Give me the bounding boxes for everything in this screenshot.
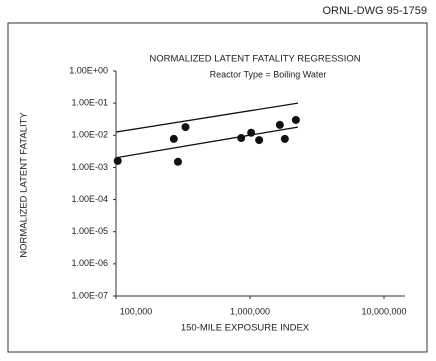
x-axis-label: 150-MILE EXPOSURE INDEX (181, 323, 310, 334)
x-tick-label: 1,000,000 (230, 306, 270, 316)
data-point (247, 128, 256, 137)
y-axis-label: NORMALIZED LATENT FATALITY (19, 112, 30, 258)
drawing-number: ORNL-DWG 95-1759 (322, 5, 427, 17)
chart-title: NORMALIZED LATENT FATALITY REGRESSION (149, 54, 360, 65)
data-point (291, 115, 300, 124)
y-tick-label: 1.00E-06 (71, 258, 108, 268)
x-tick-label: 100,000 (120, 306, 153, 316)
frame (7, 22, 428, 353)
y-tick-label: 1.00E-03 (71, 162, 108, 172)
y-tick-label: 1.00E-02 (71, 130, 108, 140)
y-tick-label: 1.00E-04 (71, 194, 108, 204)
data-point (255, 136, 264, 145)
chart-subtitle: Reactor Type = Boiling Water (210, 69, 327, 79)
x-tick-label: 10,000,000 (361, 306, 406, 316)
regression-line (115, 126, 299, 159)
y-tick-label: 1.00E-01 (71, 98, 108, 108)
y-tick-label: 1.00E-05 (71, 226, 108, 236)
data-point (275, 120, 284, 129)
data-point (237, 134, 246, 143)
data-point (280, 134, 289, 143)
regression-line (115, 102, 299, 133)
y-tick-label: 1.00E-07 (71, 290, 108, 300)
y-tick-label: 1.00E+00 (69, 65, 108, 75)
data-point (173, 157, 182, 166)
data-point (113, 156, 122, 165)
data-point (169, 134, 178, 143)
data-point (181, 123, 190, 132)
